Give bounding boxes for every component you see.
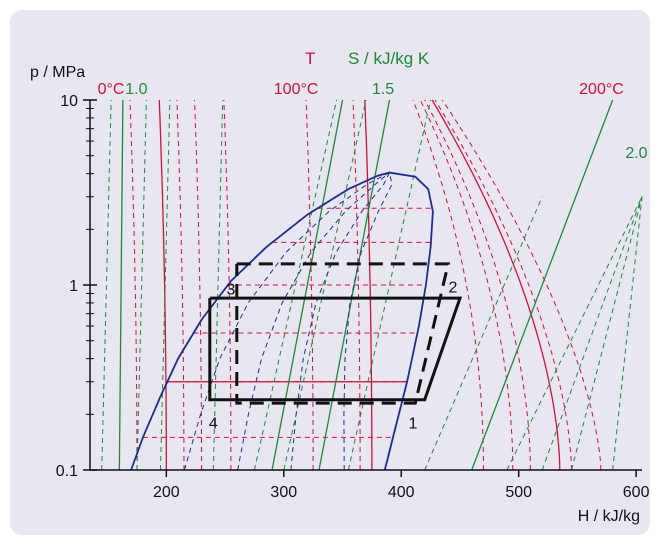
quality-line [237, 172, 390, 471]
isentrope-solid [118, 99, 124, 471]
state-point-label: 4 [209, 416, 218, 433]
isotherm-dashed [352, 99, 361, 470]
isentrope-solid [318, 99, 391, 471]
axis-layer: 200 300 400 500 600 0.1 1 10 [56, 93, 650, 501]
isotherm-dashed [419, 99, 514, 471]
isotherm-solid [431, 99, 561, 471]
solid-cycle-line [208, 296, 463, 402]
isentrope-dashed [253, 99, 338, 471]
isentrope-header: S / kJ/kg K [348, 49, 430, 68]
isentrope-dashed [283, 99, 367, 471]
y-tick-label: 10 [60, 93, 78, 110]
isotherm-dashed [176, 99, 185, 470]
x-tick-label: 200 [153, 484, 180, 501]
state-point-label: 2 [448, 279, 457, 296]
chart-panel [10, 10, 650, 535]
isentrope-solid [471, 99, 614, 471]
isentrope-dashed [424, 196, 543, 471]
y-axis-label: p / MPa [30, 64, 85, 81]
isotherm-label: 200°C [579, 81, 624, 98]
quality-line [290, 172, 390, 471]
isotherm-header: T [305, 49, 315, 68]
isotherm-solid [364, 99, 373, 470]
state-point-label: 3 [226, 281, 235, 298]
dashed-cycle-line [235, 262, 451, 405]
x-tick-label: 500 [505, 484, 532, 501]
isentrope-dashed [136, 99, 147, 471]
isentrope-dashed [571, 196, 643, 471]
x-axis-label: H / kJ/kg [578, 508, 640, 525]
x-tick-label: 600 [623, 484, 650, 501]
cycle-layer [208, 262, 463, 405]
y-tick-label: 1 [69, 278, 78, 295]
isentrope-solid [271, 99, 344, 471]
isentrope-dashed [347, 99, 432, 471]
isotherm-dashed [424, 99, 531, 471]
isotherm-label: 0°C [98, 81, 125, 98]
isotherm-dashed [305, 99, 314, 470]
x-tick-label: 300 [270, 484, 297, 501]
saturation-dome [130, 171, 434, 471]
quality-line [183, 172, 390, 471]
isentrope-label: 2.0 [625, 145, 647, 162]
isentrope-dashed [541, 196, 643, 471]
isotherm-dashed [129, 99, 138, 470]
isotherm-label: 100°C [274, 81, 319, 98]
isotherm-solid [158, 99, 167, 470]
isentrope-label: 1.0 [125, 81, 147, 98]
isentrope-dashed [159, 99, 171, 471]
isotherm-dashed [434, 99, 572, 471]
x-tick-label: 400 [388, 484, 415, 501]
isotherm-dashed [441, 99, 602, 471]
isotherm-dashed [194, 99, 203, 470]
quality-line [343, 172, 393, 471]
isotherm-dashed [223, 99, 232, 470]
isentrope-label: 1.5 [372, 81, 394, 98]
isentrope-dashed [506, 196, 643, 471]
state-point-label: 1 [409, 416, 418, 433]
isentrope-dashed [612, 196, 643, 471]
dome-layer [130, 171, 434, 471]
grid-layer [101, 99, 643, 471]
y-tick-label: 0.1 [56, 463, 78, 480]
isentrope-dashed [212, 99, 224, 471]
isentrope-dashed [101, 99, 112, 471]
